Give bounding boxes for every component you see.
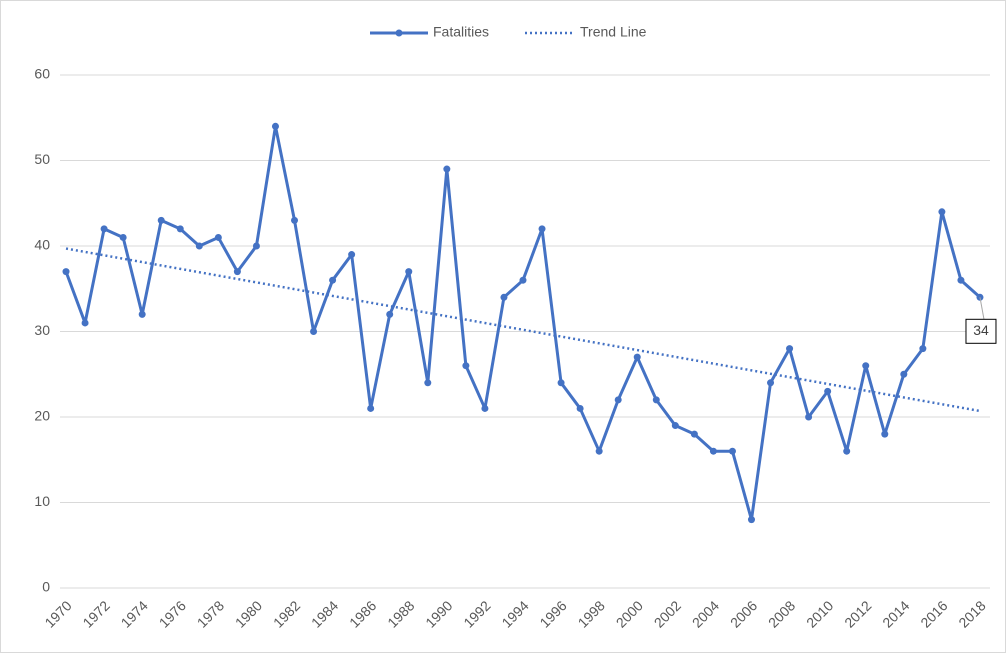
data-point: [519, 276, 527, 284]
data-point: [62, 268, 70, 276]
data-point: [443, 165, 451, 173]
data-point: [367, 404, 375, 412]
data-point: [767, 379, 775, 387]
data-point: [462, 362, 470, 370]
data-point: [214, 233, 222, 241]
data-point: [500, 293, 508, 301]
legend-swatch-marker: [395, 29, 403, 37]
data-point: [709, 447, 717, 455]
data-point: [671, 422, 679, 430]
data-point: [557, 379, 565, 387]
data-point: [824, 387, 832, 395]
data-point: [862, 362, 870, 370]
data-label-box: [965, 318, 997, 344]
legend-label: Fatalities: [433, 24, 489, 40]
data-point: [919, 345, 927, 353]
data-point: [728, 447, 736, 455]
data-point: [938, 208, 946, 216]
data-point: [386, 310, 394, 318]
data-point: [900, 370, 908, 378]
y-tick-label: 40: [34, 237, 50, 253]
data-point: [310, 328, 318, 335]
y-tick-label: 30: [34, 322, 50, 338]
data-point: [538, 225, 546, 233]
data-point: [633, 353, 641, 361]
y-tick-label: 50: [34, 151, 50, 167]
data-point: [786, 345, 794, 353]
data-label-leader: [979, 297, 985, 320]
y-tick-label: 20: [34, 408, 50, 424]
data-point: [595, 447, 603, 455]
data-point: [176, 225, 184, 233]
data-point: [329, 276, 337, 284]
data-point: [119, 233, 127, 241]
y-tick-label: 10: [34, 493, 50, 509]
data-point: [481, 404, 489, 412]
data-point: [957, 276, 965, 284]
data-point: [252, 242, 260, 250]
data-label: 34: [973, 322, 989, 338]
data-point: [100, 225, 108, 233]
y-tick-label: 60: [34, 66, 50, 82]
data-point: [747, 516, 755, 524]
data-point: [614, 396, 622, 404]
data-point: [805, 413, 813, 421]
data-point: [348, 251, 356, 259]
data-point: [424, 379, 432, 387]
data-point: [291, 216, 299, 224]
data-point: [576, 404, 584, 412]
data-point: [271, 122, 279, 130]
data-point: [405, 268, 413, 276]
data-point: [157, 216, 165, 224]
data-point: [652, 396, 660, 404]
data-point: [843, 447, 851, 455]
data-point: [881, 430, 889, 438]
data-point: [138, 310, 146, 318]
y-tick-label: 0: [42, 579, 50, 595]
data-point: [195, 242, 203, 250]
legend-label: Trend Line: [580, 24, 647, 40]
data-point: [81, 319, 89, 327]
data-point: [690, 430, 698, 438]
data-point: [233, 268, 241, 276]
